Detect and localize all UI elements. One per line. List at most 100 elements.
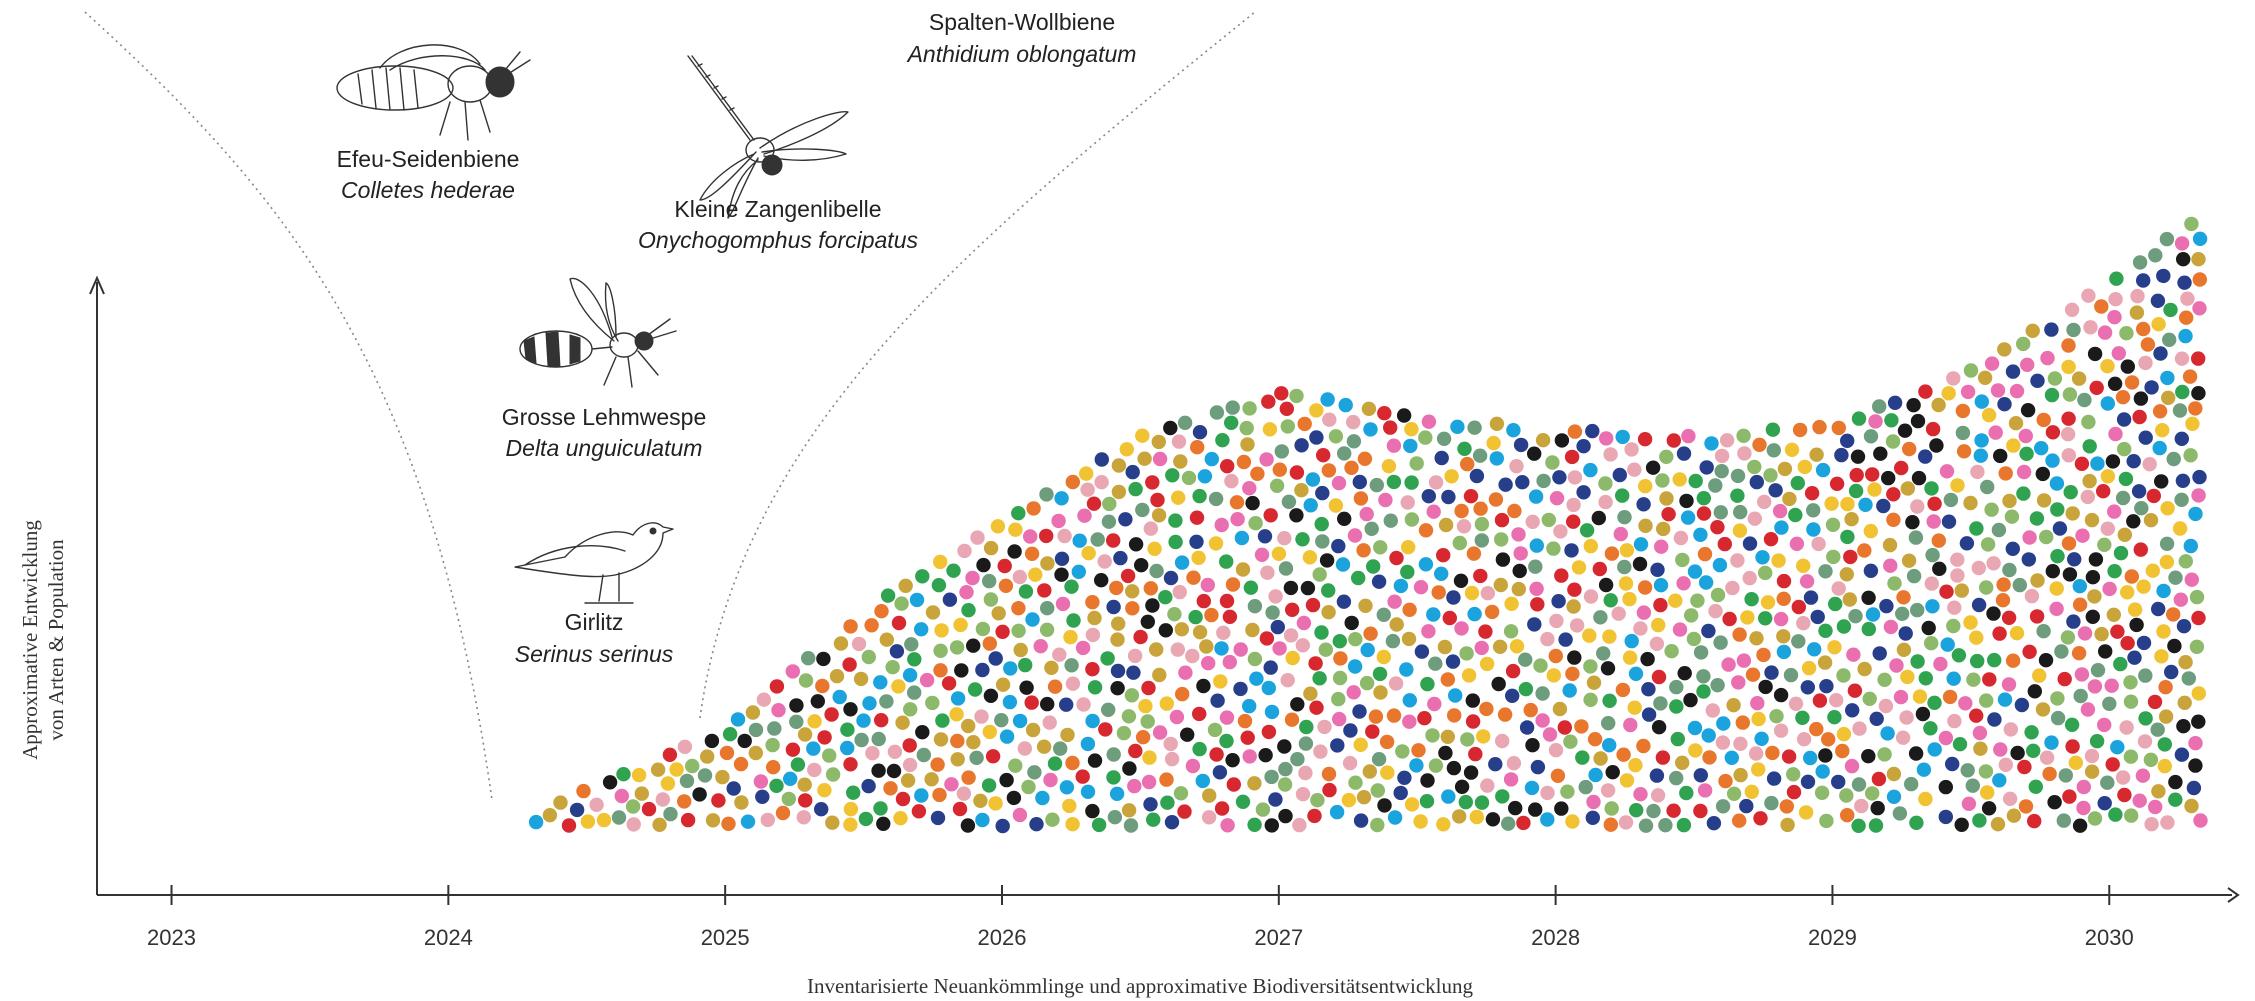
data-point [1460, 456, 1475, 472]
data-point [1818, 623, 1833, 638]
data-point [1540, 785, 1555, 801]
data-point [2100, 359, 2115, 374]
data-point [907, 685, 922, 700]
data-point [1870, 800, 1885, 816]
data-point [1687, 720, 1703, 736]
data-point [2028, 779, 2044, 794]
data-point [1842, 592, 1858, 607]
data-point [1840, 808, 1855, 823]
data-point [2191, 351, 2206, 366]
data-point [2185, 416, 2200, 431]
data-point [1118, 512, 1133, 527]
data-point [1428, 475, 1444, 490]
data-point [1402, 602, 1417, 617]
data-point [1171, 490, 1186, 505]
data-point [1386, 708, 1402, 723]
data-point [1598, 577, 1614, 593]
data-point [2110, 624, 2125, 639]
data-point [1463, 489, 1479, 504]
data-point [1313, 744, 1328, 759]
data-point [641, 801, 657, 817]
data-point [2150, 293, 2166, 308]
data-point [2072, 818, 2088, 833]
data-point [1197, 469, 1213, 484]
data-point [1986, 606, 2001, 621]
data-point [1615, 682, 1631, 698]
data-point [2168, 570, 2183, 585]
data-point [760, 812, 775, 828]
data-point [1146, 812, 1161, 827]
data-point [1485, 812, 1501, 827]
data-point [895, 715, 910, 730]
data-point [2029, 511, 2045, 526]
data-point [1836, 619, 1852, 634]
data-point [1047, 756, 1063, 771]
data-point [1018, 584, 1034, 599]
data-point [1525, 514, 1540, 529]
data-point [1145, 598, 1160, 613]
data-point [1389, 550, 1404, 566]
data-point [1024, 695, 1039, 710]
data-point [1566, 497, 1581, 513]
data-point [1815, 462, 1831, 478]
data-point [2162, 332, 2177, 347]
data-point [1898, 626, 1913, 641]
data-point [1201, 810, 1217, 825]
data-point [982, 724, 997, 740]
data-point [1086, 496, 1102, 511]
data-point [930, 757, 945, 772]
data-point [1055, 596, 1071, 612]
data-point [2081, 288, 2096, 303]
data-point [1080, 736, 1096, 752]
data-point [1414, 644, 1430, 659]
data-point [1924, 481, 1939, 496]
data-point [1612, 467, 1628, 483]
data-point [1085, 713, 1100, 729]
data-point [1549, 613, 1564, 629]
data-point [1972, 725, 1988, 741]
data-point [2080, 702, 2096, 717]
data-point [2077, 626, 2093, 641]
data-point [1831, 420, 1847, 436]
data-point [650, 762, 666, 777]
data-point [1836, 668, 1851, 683]
data-point [2100, 469, 2116, 484]
data-point [1192, 488, 1207, 504]
data-point [1892, 806, 1908, 821]
data-point [1085, 803, 1100, 819]
data-point [1878, 698, 1894, 714]
data-point [2065, 506, 2080, 521]
data-point [1177, 804, 1192, 819]
data-point [1804, 486, 1820, 501]
data-point [2077, 392, 2092, 408]
data-point [1887, 576, 1902, 591]
data-point [871, 731, 886, 747]
data-point [2144, 817, 2159, 832]
data-point [1352, 474, 1368, 490]
data-point [1906, 398, 1921, 413]
data-point [1867, 482, 1882, 497]
data-point [1819, 679, 1834, 694]
data-point [1460, 732, 1475, 747]
data-point [1262, 422, 1278, 437]
data-point [1886, 512, 1901, 527]
data-point [1454, 621, 1469, 636]
data-point [2120, 359, 2135, 374]
data-point [1593, 751, 1608, 766]
data-point [1564, 449, 1580, 465]
data-point [1554, 568, 1569, 583]
data-point [2039, 750, 2055, 765]
data-point [1480, 778, 1495, 793]
data-point [1748, 746, 1764, 761]
data-point [1835, 743, 1850, 759]
data-point [1710, 587, 1726, 603]
data-point [1120, 568, 1136, 584]
data-point [1189, 510, 1205, 525]
data-point [1222, 609, 1238, 624]
data-point [1641, 707, 1657, 722]
data-point [975, 621, 991, 637]
data-point [2180, 291, 2195, 306]
data-point [1991, 522, 2007, 538]
data-point [1317, 719, 1332, 735]
data-point [561, 818, 577, 833]
